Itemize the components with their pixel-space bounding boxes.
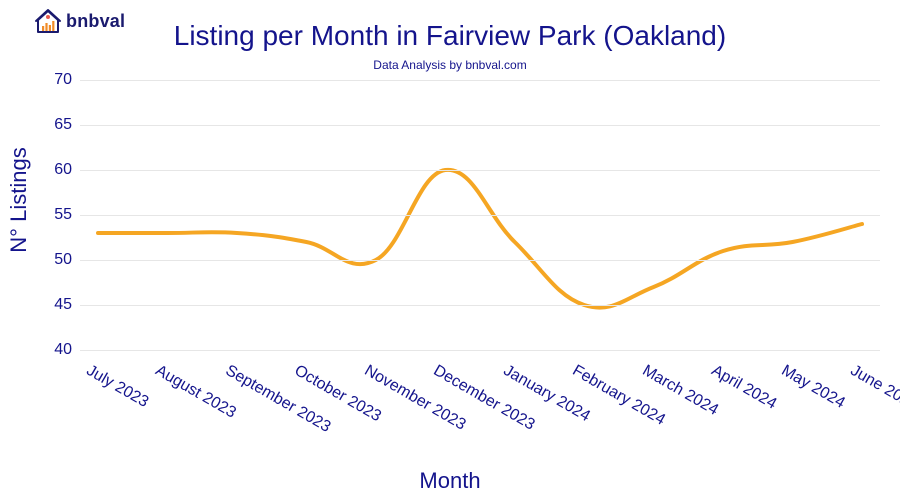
chart-title: Listing per Month in Fairview Park (Oakl… — [0, 20, 900, 52]
y-gridline — [80, 305, 880, 306]
y-tick-label: 40 — [54, 341, 72, 359]
y-tick-label: 55 — [54, 206, 72, 224]
y-gridline — [80, 215, 880, 216]
y-gridline — [80, 80, 880, 81]
y-gridline — [80, 125, 880, 126]
x-tick-label: July 2023 — [83, 362, 151, 412]
y-tick-label: 70 — [54, 71, 72, 89]
y-gridline — [80, 350, 880, 351]
y-gridline — [80, 260, 880, 261]
plot-area: 40455055606570 — [80, 80, 880, 350]
x-tick-label: June 2024 — [847, 362, 900, 415]
x-tick-label: May 2024 — [778, 362, 848, 413]
y-tick-label: 45 — [54, 296, 72, 314]
y-gridline — [80, 170, 880, 171]
y-tick-label: 50 — [54, 251, 72, 269]
x-tick-labels: July 2023August 2023September 2023Octobe… — [80, 352, 880, 472]
chart-container: { "logo": { "text": "bnbval", "house_out… — [0, 0, 900, 500]
y-tick-label: 65 — [54, 116, 72, 134]
y-tick-label: 60 — [54, 161, 72, 179]
listings-series — [98, 170, 862, 308]
y-axis-label: N° Listings — [6, 95, 32, 200]
chart-subtitle: Data Analysis by bnbval.com — [0, 58, 900, 72]
